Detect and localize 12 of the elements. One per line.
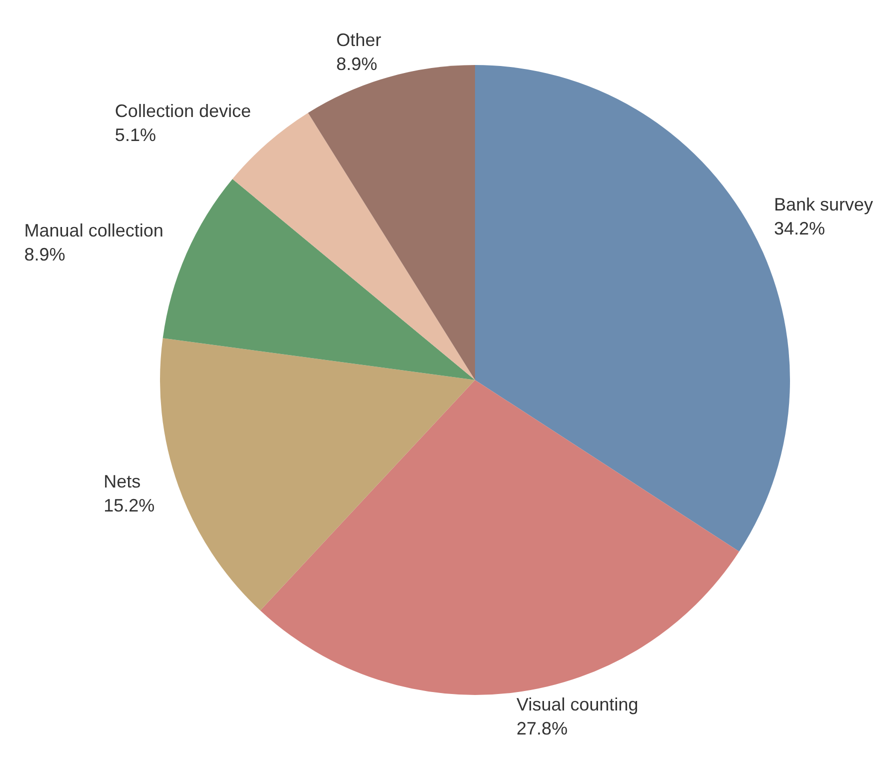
data-label: 8.9% (336, 54, 378, 74)
slice-label: Collection device (114, 100, 252, 121)
slice-label: Manual collection (24, 220, 164, 241)
data-label: 8.9% (24, 244, 66, 265)
slice-label: Visual counting (516, 694, 638, 715)
slice-label: Nets (104, 472, 141, 492)
data-label: 27.8% (516, 718, 568, 739)
data-label: 15.2% (104, 496, 155, 516)
slice-label: Other (336, 30, 382, 50)
data-label: 5.1% (114, 124, 156, 145)
slice-label: Bank survey (774, 194, 874, 215)
data-label: 34.2% (774, 218, 826, 239)
